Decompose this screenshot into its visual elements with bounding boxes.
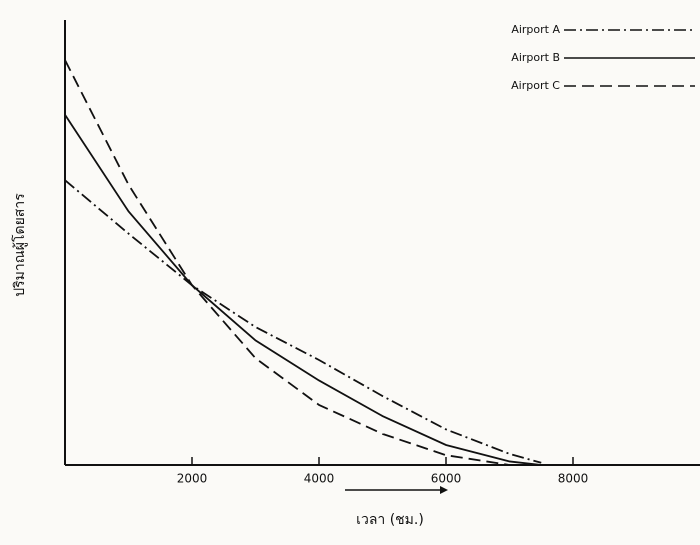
- legend-label: Airport B: [511, 51, 560, 64]
- series-line: [64, 179, 542, 464]
- series-line: [64, 59, 542, 466]
- y-axis-label: ปริมาณผู้โดยสาร: [11, 193, 28, 297]
- legend-label: Airport A: [511, 23, 560, 36]
- series-line: [64, 114, 542, 466]
- x-tick-label: 8000: [558, 472, 589, 486]
- legend-label: Airport C: [511, 79, 560, 92]
- x-tick-label: 2000: [177, 472, 208, 486]
- x-axis-label: เวลา (ชม.): [356, 512, 424, 528]
- x-tick-label: 6000: [431, 472, 462, 486]
- x-tick-label: 4000: [304, 472, 335, 486]
- x-arrow-head: [440, 486, 448, 494]
